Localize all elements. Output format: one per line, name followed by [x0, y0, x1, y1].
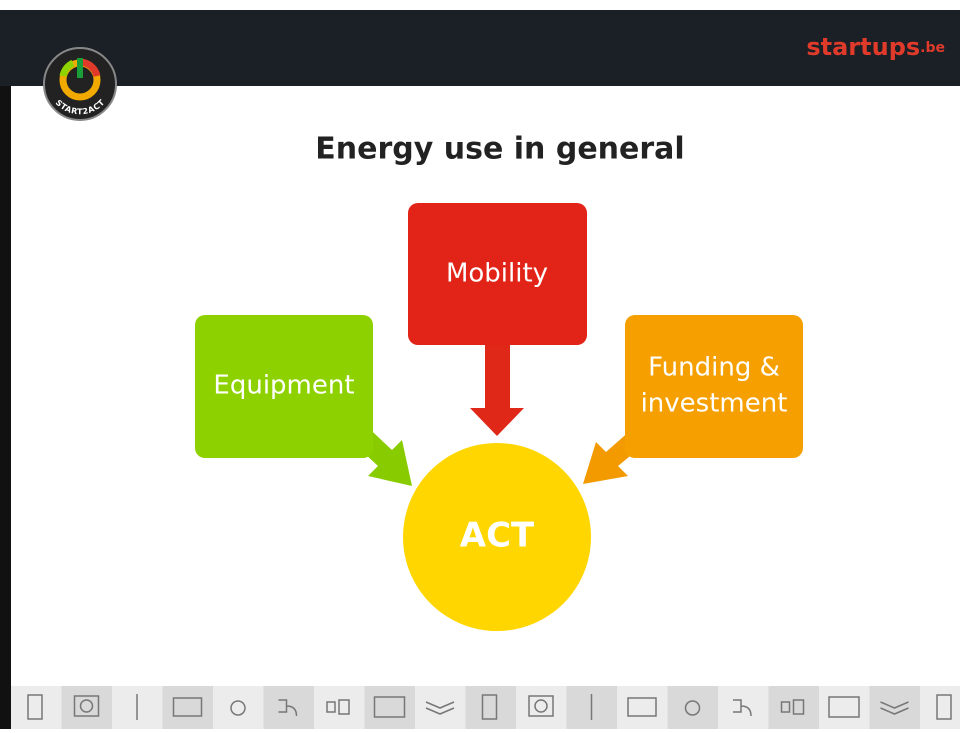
- node-label: Funding &: [648, 353, 780, 383]
- slide-title: Energy use in general: [315, 132, 684, 167]
- icon-cell: [819, 686, 870, 729]
- icon-shape: [481, 694, 498, 720]
- icon-shape: [733, 699, 752, 717]
- icon-cell: [667, 686, 718, 729]
- icon-shape: [172, 697, 203, 717]
- icon: [780, 699, 805, 715]
- icon-shape: [27, 694, 43, 720]
- icon-cell: [61, 686, 112, 729]
- icon-shape: [373, 696, 406, 718]
- icon-shape: [792, 699, 805, 715]
- icon-shape: [79, 699, 94, 713]
- icon-cell: [364, 686, 415, 729]
- node-label: ACT: [460, 516, 535, 556]
- header-bar: [0, 10, 960, 86]
- icon: [373, 696, 406, 718]
- icon-shape: [338, 699, 350, 715]
- arrow: [470, 345, 524, 436]
- icon-shape: [627, 697, 657, 717]
- icon-cell: [920, 686, 960, 729]
- icon: [73, 695, 100, 717]
- left-border: [0, 10, 11, 729]
- icon-strip: [11, 686, 960, 729]
- icon-cell: [162, 686, 213, 729]
- icon-shape: [425, 701, 455, 715]
- node-box: [195, 315, 373, 458]
- node-label: Equipment: [213, 371, 354, 401]
- icon: [936, 694, 952, 720]
- icon-cell: [263, 686, 314, 729]
- icon: [172, 697, 203, 717]
- icon: [828, 696, 860, 718]
- icon-cell: [516, 686, 567, 729]
- icon-shape: [684, 700, 701, 716]
- node-label: investment: [641, 389, 788, 419]
- icon-shape: [326, 701, 336, 713]
- icon-cell: [213, 686, 264, 729]
- node-circle: [403, 443, 591, 631]
- icon: [481, 694, 498, 720]
- icon: [528, 695, 554, 717]
- icon-shape: [534, 699, 548, 713]
- icon: [733, 699, 752, 717]
- icon-cell: [617, 686, 668, 729]
- icon: [880, 701, 909, 715]
- icon-cell: [718, 686, 769, 729]
- icon: [27, 694, 43, 720]
- icon-shape: [780, 701, 791, 713]
- icon-shape: [880, 701, 909, 715]
- icon-shape: [278, 699, 298, 717]
- logo: START2ACT: [43, 47, 117, 121]
- icon-cell: [11, 686, 62, 729]
- icon: [278, 699, 298, 717]
- icon: [627, 697, 657, 717]
- node-label: Mobility: [446, 259, 548, 289]
- icon-shape: [528, 695, 554, 717]
- icon-shape: [936, 694, 952, 720]
- icon-shape: [230, 700, 246, 716]
- node-box: [408, 203, 587, 345]
- icon: [425, 701, 455, 715]
- icon: [230, 700, 246, 716]
- brand: startups.be: [806, 33, 945, 61]
- node-box: [625, 315, 803, 458]
- icon-shape: [828, 696, 860, 718]
- icon: [326, 699, 350, 715]
- icon-cell: [465, 686, 516, 729]
- icon-shape: [73, 695, 100, 717]
- icon: [684, 700, 701, 716]
